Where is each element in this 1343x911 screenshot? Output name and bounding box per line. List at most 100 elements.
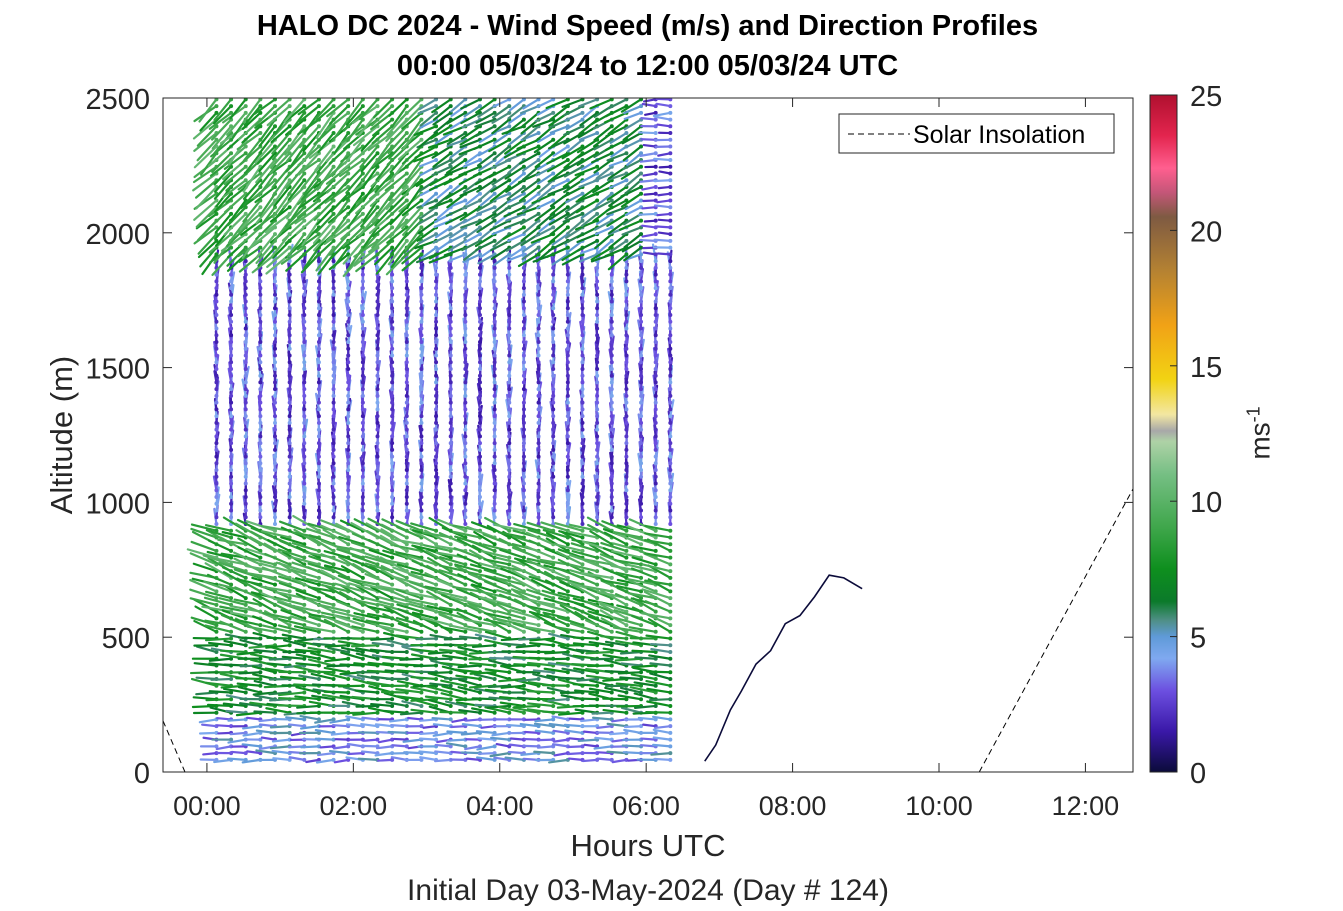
wind-barb: [255, 749, 277, 755]
wind-barb-dot: [360, 252, 365, 257]
wind-barb-dot: [390, 555, 395, 560]
wind-barb: [223, 639, 247, 647]
wind-barb: [205, 681, 233, 687]
wind-barb: [289, 615, 321, 627]
wind-barb-dot: [273, 407, 278, 412]
wind-barb: [549, 219, 569, 236]
wind-barb: [323, 690, 350, 694]
wind-barb: [261, 624, 291, 633]
wind-barb-dot: [287, 501, 292, 506]
wind-barb-dot: [214, 420, 219, 425]
wind-barb: [222, 179, 247, 199]
wind-barb: [205, 529, 233, 539]
wind-barb: [390, 724, 408, 728]
wind-barb-dot: [404, 360, 409, 365]
wind-barb-dot: [404, 744, 409, 749]
wind-barb: [222, 702, 247, 708]
wind-barb-dot: [404, 313, 409, 318]
wind-barb-dot: [404, 387, 409, 392]
wind-barb: [364, 573, 394, 586]
wind-barb-dot: [565, 319, 570, 324]
wind-barb: [350, 644, 379, 648]
wind-barb-dot: [463, 596, 468, 601]
wind-barb-dot: [346, 366, 351, 371]
wind-barb-dot: [507, 373, 512, 378]
wind-barb-dot: [287, 515, 292, 520]
wind-barb-dot: [375, 656, 380, 661]
wind-barb-dot: [243, 387, 248, 392]
wind-barb: [413, 125, 438, 137]
wind-barb: [345, 98, 364, 123]
wind-barb-dot: [448, 589, 453, 594]
wind-barb: [266, 246, 291, 268]
wind-barb-dot: [507, 319, 512, 324]
wind-barb-dot: [419, 286, 424, 291]
wind-barb-dot: [375, 279, 380, 284]
wind-barb: [534, 239, 555, 258]
wind-barb-dot: [463, 366, 468, 371]
wind-barb: [326, 98, 350, 118]
wind-barb: [447, 239, 467, 252]
wind-barb: [281, 633, 306, 640]
wind-barb-dot: [243, 319, 248, 324]
wind-barb-dot: [243, 609, 248, 614]
wind-barb: [355, 647, 379, 654]
wind-barb: [533, 750, 555, 755]
wind-barb-dot: [316, 104, 321, 109]
wind-barb-dot: [316, 299, 321, 304]
wind-barb-dot: [565, 441, 570, 446]
wind-barb-dot: [536, 373, 541, 378]
wind-barb: [500, 567, 526, 579]
wind-barb: [475, 212, 496, 227]
wind-barb: [407, 716, 423, 721]
wind-barb: [190, 527, 218, 539]
wind-barb-dot: [463, 461, 468, 466]
wind-barb: [295, 589, 321, 600]
wind-barb: [493, 756, 511, 761]
wind-barb: [535, 125, 555, 142]
wind-barb: [390, 104, 408, 128]
wind-barb: [499, 548, 526, 559]
wind-barb: [297, 98, 321, 116]
wind-barb: [315, 246, 335, 272]
wind-barb-dot: [243, 400, 248, 405]
wind-barb: [418, 131, 438, 148]
wind-barb-dot: [316, 400, 321, 405]
wind-barb-dot: [331, 319, 336, 324]
wind-barb: [374, 172, 394, 193]
wind-barb-dot: [316, 333, 321, 338]
wind-barb-dot: [434, 400, 439, 405]
wind-barb: [230, 199, 247, 221]
wind-barb: [459, 185, 482, 197]
wind-barb: [242, 185, 262, 207]
wind-barb-dot: [492, 629, 497, 634]
wind-barb-dot: [360, 279, 365, 284]
wind-barb-dot: [243, 313, 248, 318]
wind-barb-dot: [521, 360, 526, 365]
wind-barb: [365, 529, 394, 546]
wind-barb: [223, 192, 247, 214]
wind-barb-dot: [229, 245, 234, 250]
wind-barb-dot: [229, 360, 234, 365]
wind-barb: [242, 199, 262, 223]
wind-barb: [439, 710, 467, 714]
wind-barb-dot: [229, 279, 234, 284]
wind-barb-dot: [375, 380, 380, 385]
wind-barb-dot: [360, 124, 365, 129]
wind-barb: [537, 179, 555, 194]
wind-barb-dot: [463, 447, 468, 452]
wind-barb-dot: [273, 353, 278, 358]
wind-barb: [397, 608, 423, 620]
wind-barb-dot: [214, 454, 219, 459]
wind-barb: [447, 233, 467, 244]
wind-barb-dot: [404, 380, 409, 385]
wind-barb-dot: [316, 380, 321, 385]
wind-barb-dot: [521, 387, 526, 392]
wind-barb: [370, 165, 394, 188]
wind-barb-dot: [214, 272, 219, 277]
wind-barb: [323, 618, 350, 633]
wind-barb-dot: [551, 454, 556, 459]
wind-barb: [455, 651, 482, 660]
wind-barb: [217, 538, 247, 546]
wind-barb-dot: [419, 495, 424, 500]
